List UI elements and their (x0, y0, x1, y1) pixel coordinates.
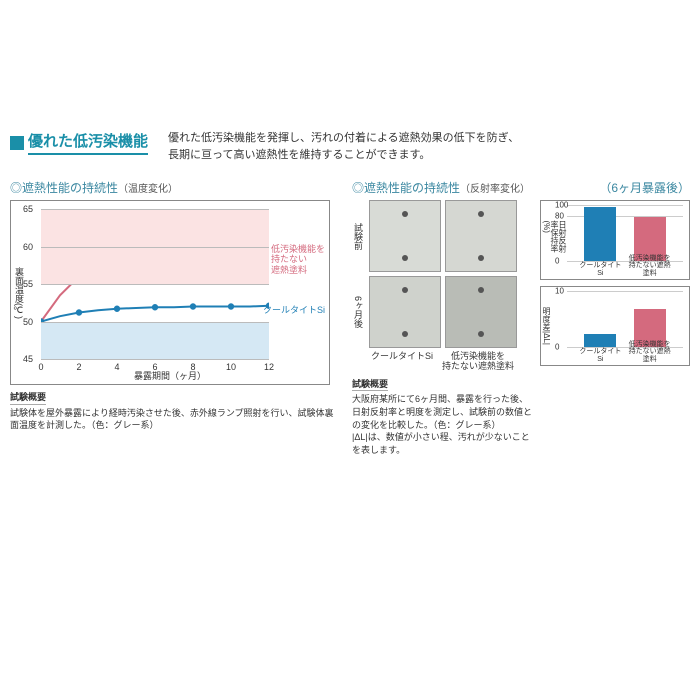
header: 優れた低汚染機能 優れた低汚染機能を発揮し、汚れの付着による遮熱効果の低下を防ぎ… (10, 130, 690, 163)
left-column: ◎遮熱性能の持続性（温度変化） 裏面温度(℃) 暴露期間（ヶ月） 4550556… (10, 179, 340, 456)
sample-panel (369, 200, 441, 272)
panels-column: ◎遮熱性能の持続性（反射率変化） 試験前6ヶ月後クールタイトSi低汚染機能を持た… (352, 179, 532, 456)
right-note: 試験概要 大阪府某所にて6ヶ月間、暴露を行った後、日射反射率と明度を測定し、試験… (352, 378, 532, 457)
bar-chart-reflectance: 日射反射率保持率(%) 080100クールタイトSi低汚染機能を持たない遮熱塗料 (540, 200, 690, 280)
left-subtitle: ◎遮熱性能の持続性（温度変化） (10, 179, 340, 196)
content: ◎遮熱性能の持続性（温度変化） 裏面温度(℃) 暴露期間（ヶ月） 4550556… (10, 179, 690, 456)
bar2-ylabel: 明度差|ΔL| (542, 307, 550, 345)
bar-chart-lightness: 明度差|ΔL| 010クールタイトSi低汚染機能を持たない遮熱塗料 (540, 286, 690, 366)
sample-panel (369, 276, 441, 348)
sample-panel (445, 200, 517, 272)
bar (584, 334, 616, 347)
right-subtitle: ◎遮熱性能の持続性（反射率変化） (352, 179, 532, 196)
y-axis-label: 裏面温度(℃) (13, 267, 26, 319)
sample-panels: 試験前6ヶ月後クールタイトSi低汚染機能を持たない遮熱塗料 (352, 200, 532, 372)
sample-panel (445, 276, 517, 348)
chart-plot-area (41, 209, 269, 359)
page-title: 優れた低汚染機能 (28, 130, 148, 155)
title-square-icon (10, 136, 24, 150)
bar1-ylabel: 日射反射率保持率(%) (542, 221, 566, 260)
bars-column: （6ヶ月暴露後） 日射反射率保持率(%) 080100クールタイトSi低汚染機能… (540, 179, 690, 456)
right-subtitle-tail: （6ヶ月暴露後） (540, 179, 690, 196)
left-note: 試験概要 試験体を屋外暴露により経時汚染させた後、赤外線ランプ照射を行い、試験体… (10, 391, 340, 432)
right-column: ◎遮熱性能の持続性（反射率変化） 試験前6ヶ月後クールタイトSi低汚染機能を持た… (352, 179, 690, 456)
description: 優れた低汚染機能を発揮し、汚れの付着による遮熱効果の低下を防ぎ、 長期に亘って高… (168, 130, 690, 163)
title-block: 優れた低汚染機能 (10, 130, 148, 155)
bar (584, 207, 616, 261)
line-chart: 裏面温度(℃) 暴露期間（ヶ月） 4550556065024681012低汚染機… (10, 200, 330, 385)
